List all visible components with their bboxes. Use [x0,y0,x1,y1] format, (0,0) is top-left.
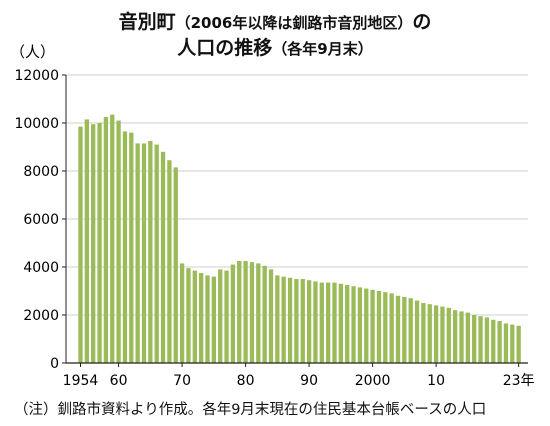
bar-1957 [97,123,102,363]
bar-1981 [249,262,255,363]
bar-2014 [459,311,464,363]
bar-1958 [103,117,109,363]
y-tick-label: 12000 [14,68,59,84]
bar-2009 [427,304,432,363]
bar-1963 [135,143,140,363]
bar-2011 [440,306,445,363]
title-place-note: （2006年以降は釧路市音別地区） [175,14,413,32]
bar-1975 [211,276,216,363]
bar-2016 [472,315,477,363]
y-tick-label: 4000 [23,260,59,276]
x-tick-label: 10 [427,373,445,389]
bar-2003 [389,293,394,363]
source-note: （注）釧路市資料より作成。各年9月末現在の住民基本台帳ベースの人口 [14,402,487,418]
bar-1989 [300,279,305,363]
chart-title-line-1: 音別町（2006年以降は釧路市音別地区）の [0,10,550,36]
bars [78,114,521,364]
x-axis: 1954 60 70 80 90 2000 10 23年 [63,362,535,389]
bar-2018 [484,317,490,363]
x-tick-label: 23年 [503,373,535,389]
bar-2017 [478,316,483,363]
x-tick-label: 80 [237,373,255,389]
bar-1959 [110,114,115,363]
chart-title: 音別町（2006年以降は釧路市音別地区）の 人口の推移（各年9月末） [0,10,550,62]
bar-1991 [313,281,318,363]
bar-1977 [224,270,229,363]
bar-1964 [141,143,147,363]
bar-2021 [503,323,509,363]
bar-2006 [408,298,413,363]
bar-1980 [243,261,248,363]
bar-1990 [306,280,312,363]
bar-1956 [91,124,96,363]
bar-1985 [275,275,280,363]
bar-1970 [179,263,185,363]
bar-2012 [446,307,451,363]
y-tick-label: 10000 [14,116,59,132]
bar-1982 [256,263,261,363]
bar-1967 [160,151,166,363]
bar-1961 [122,131,128,363]
bar-2004 [395,295,401,363]
y-axis-label: （人） [10,43,55,61]
bar-1983 [262,265,267,363]
bar-1969 [173,167,178,363]
bar-2020 [497,321,502,363]
bar-1965 [148,141,153,363]
bar-1987 [287,277,293,363]
bar-1999 [364,288,369,363]
title-place-name: 音別町 [118,11,176,33]
bar-1984 [268,269,274,363]
bar-2010 [433,305,439,363]
bar-1986 [281,276,286,363]
x-tick-label: 1954 [63,373,99,389]
y-axis: （人） 0 2000 4000 6000 8000 10000 12000 [10,43,67,372]
y-tick-label: 6000 [23,212,59,228]
bar-1979 [237,261,242,363]
bar-2015 [465,312,470,363]
bar-1988 [294,279,299,363]
bar-1954 [78,126,83,363]
bar-1997 [351,286,356,363]
bar-1978 [230,264,236,363]
bar-2022 [510,324,515,363]
x-tick-label: 60 [110,373,128,389]
title-particle: の [412,11,432,33]
bar-1971 [186,268,191,363]
chart-title-line-2: 人口の推移（各年9月末） [0,36,550,62]
bar-2007 [414,300,420,363]
y-tick-label: 8000 [23,164,59,180]
bar-1972 [192,270,197,363]
bar-2008 [421,303,426,363]
x-tick-label: 70 [173,373,191,389]
bar-2005 [402,297,407,363]
bar-1976 [218,269,223,363]
bar-1974 [205,275,210,363]
title-period-note: （各年9月末） [272,40,373,58]
bar-2002 [383,292,388,363]
bar-1955 [84,119,89,364]
bar-1998 [357,287,363,363]
bar-1960 [116,120,121,363]
bar-1962 [129,132,134,363]
bar-1992 [319,282,324,363]
bar-1996 [345,285,350,363]
title-subject: 人口の推移 [177,37,273,59]
bar-2001 [376,291,382,363]
y-tick-label: 2000 [23,308,59,324]
bar-2000 [370,289,375,363]
bar-2023 [516,325,521,363]
bar-1973 [199,273,204,363]
x-tick-label: 2000 [355,373,391,389]
bar-2019 [491,319,496,363]
bar-1993 [326,282,331,363]
bar-1968 [167,160,172,363]
y-tick-label: 0 [50,356,59,372]
bar-1994 [332,282,337,363]
bar-1995 [338,283,343,363]
x-tick-label: 90 [300,373,318,389]
bar-2013 [453,310,458,363]
bar-1966 [154,144,159,363]
